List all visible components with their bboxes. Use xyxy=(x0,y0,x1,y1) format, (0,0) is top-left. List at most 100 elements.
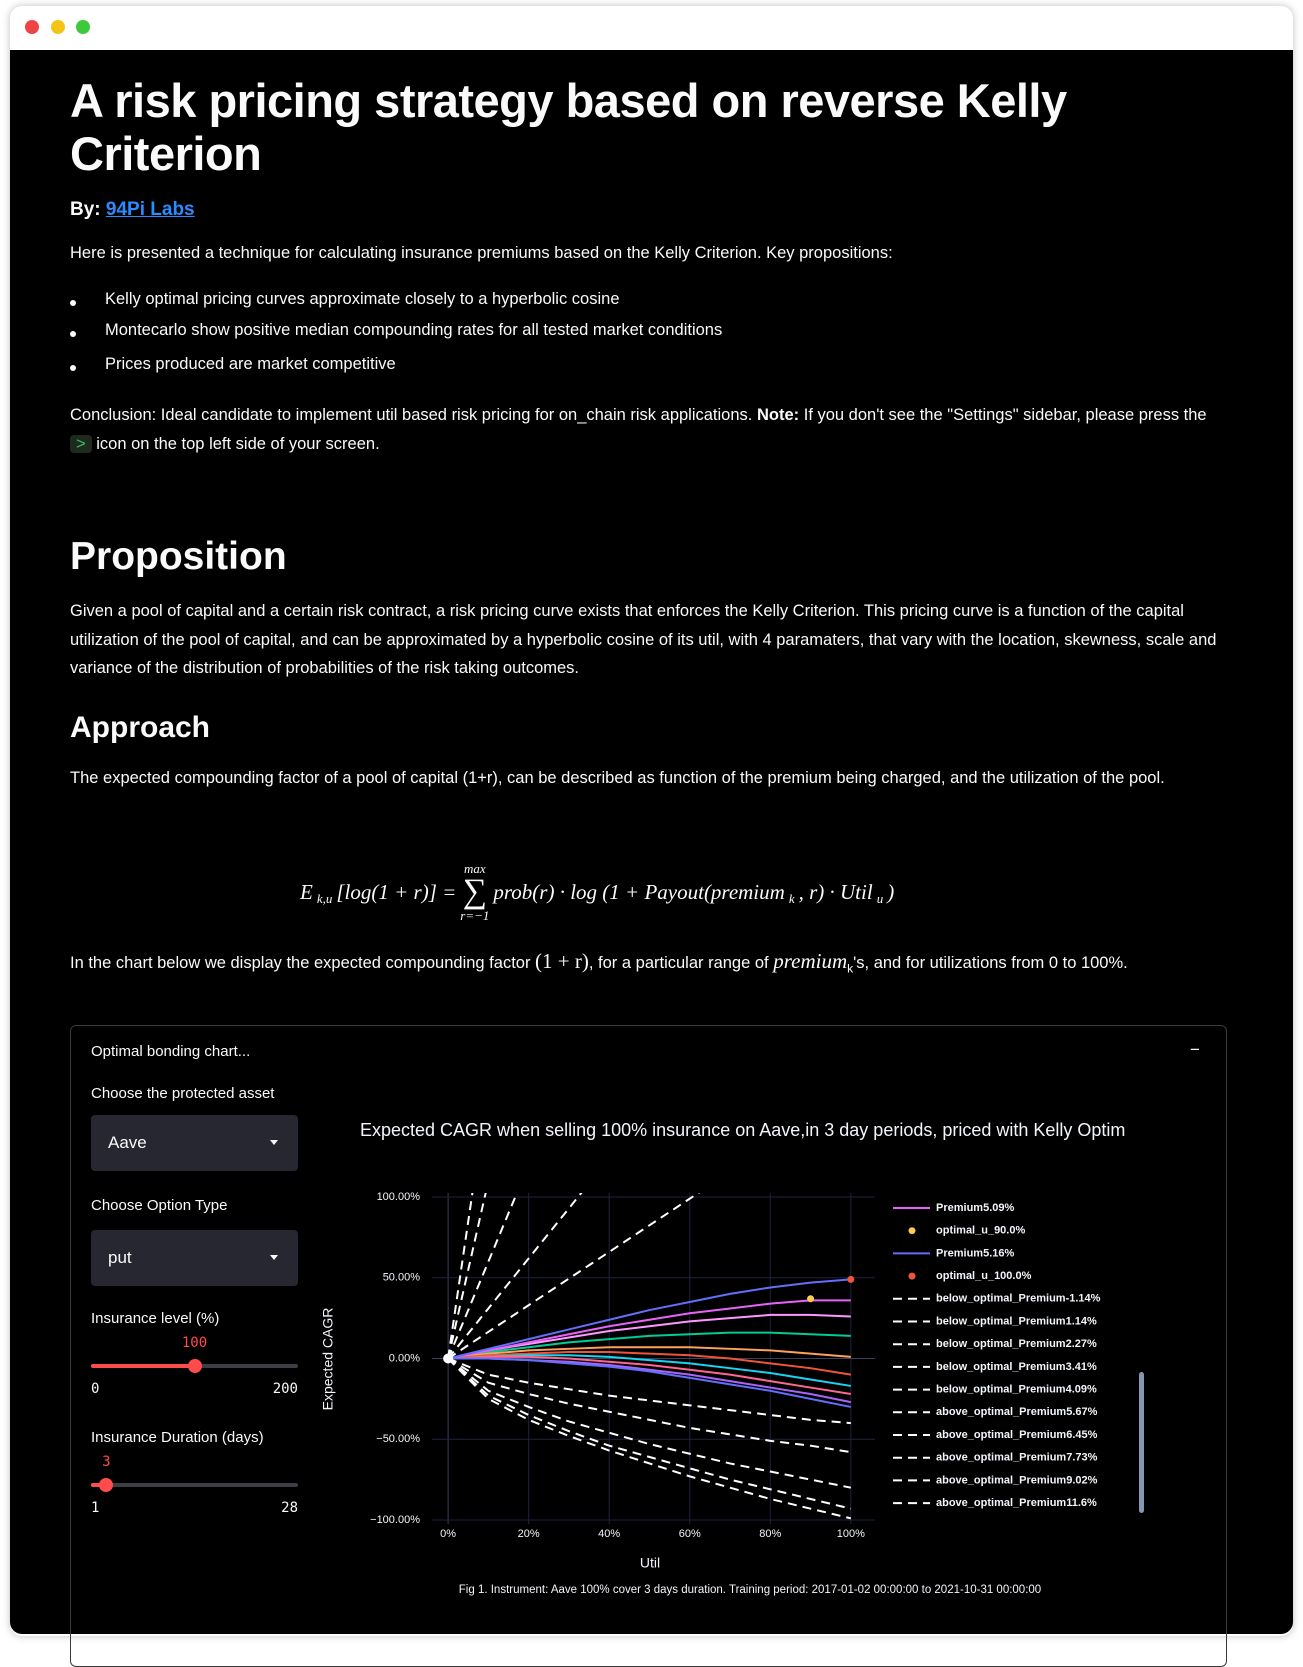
byline: By: 94Pi Labs xyxy=(70,199,195,221)
select-value: put xyxy=(108,1248,132,1267)
curve xyxy=(447,1278,851,1360)
text: , for a particular range of xyxy=(588,954,769,972)
sum: max ∑ r=−1 xyxy=(460,862,489,922)
legend-symbol xyxy=(908,1272,916,1280)
plot-area xyxy=(443,1193,855,1520)
legend-scrollbar[interactable] xyxy=(1139,1372,1144,1513)
curve xyxy=(447,1346,851,1360)
slider-max: 200 xyxy=(272,1381,298,1397)
slider-track xyxy=(91,1483,298,1487)
bullet xyxy=(70,365,76,371)
dashed-curve xyxy=(447,1193,487,1359)
x-axis-title: Util xyxy=(640,1555,660,1571)
text: 's, and for utilizations from 0 to 100%. xyxy=(853,954,1128,972)
legend-label: above_optimal_Premium9.02% xyxy=(936,1474,1098,1486)
minimize-dot[interactable] xyxy=(51,20,65,34)
chart-caption: Fig 1. Instrument: Aave 100% cover 3 day… xyxy=(459,1584,1041,1596)
conclusion-text: Conclusion: Ideal candidate to implement… xyxy=(70,406,753,424)
conclusion: Conclusion: Ideal candidate to implement… xyxy=(70,401,1220,458)
legend-label: below_optimal_Premium3.41% xyxy=(936,1361,1097,1373)
caret xyxy=(270,1140,278,1149)
slider-max: 28 xyxy=(281,1500,298,1516)
x-tick-label: 40% xyxy=(598,1528,620,1540)
slider-min: 1 xyxy=(91,1500,100,1516)
optimal-point xyxy=(807,1295,815,1303)
by-label: By: xyxy=(70,199,101,220)
slider-label: Insurance level (%) xyxy=(91,1310,220,1327)
asset-select[interactable]: Aave xyxy=(91,1115,298,1171)
note-text: If you don't see the "Settings" sidebar,… xyxy=(803,406,1207,424)
legend-label: below_optimal_Premium2.27% xyxy=(936,1338,1097,1350)
slider-fill xyxy=(91,1483,107,1487)
caret xyxy=(270,1255,278,1264)
slider-min: 0 xyxy=(91,1381,100,1397)
curve xyxy=(448,1354,851,1387)
legend-label: Premium5.09% xyxy=(936,1202,1014,1214)
dashed-curve xyxy=(447,1357,851,1454)
dashed-curve xyxy=(447,1193,583,1360)
slider-thumb[interactable] xyxy=(99,1478,114,1492)
proposition-text: Given a pool of capital and a certain ri… xyxy=(70,602,1217,677)
sum-top: max xyxy=(464,861,486,876)
legend-label: above_optimal_Premium6.45% xyxy=(936,1429,1098,1441)
formula-part: ) xyxy=(887,879,895,904)
select-value: Aave xyxy=(108,1133,147,1152)
dashed-curve xyxy=(447,1357,852,1510)
math-sub: k xyxy=(847,961,854,976)
legend-symbol xyxy=(908,1227,916,1235)
maximize-dot[interactable] xyxy=(76,20,90,34)
approach-text: The expected compounding factor of a poo… xyxy=(70,769,1165,787)
sidebar-icon: > xyxy=(70,434,92,453)
math: (1 + r) xyxy=(535,949,589,973)
y-tick-label: −50.00% xyxy=(376,1433,420,1445)
legend-label: below_optimal_Premium-1.14% xyxy=(936,1293,1101,1305)
legend-label: below_optimal_Premium4.09% xyxy=(936,1384,1097,1396)
formula-sub: k,u xyxy=(316,891,333,906)
expander-title[interactable]: Optimal bonding chart... xyxy=(91,1043,251,1060)
dashed-curve xyxy=(447,1357,852,1489)
dashed-curve xyxy=(447,1193,474,1359)
option-select[interactable]: put xyxy=(91,1230,298,1286)
bullet-text: Kelly optimal pricing curves approximate… xyxy=(105,290,620,308)
collapse-button[interactable]: − xyxy=(1190,1040,1200,1059)
chart-title: Expected CAGR when selling 100% insuranc… xyxy=(360,1120,1125,1140)
close-dot[interactable] xyxy=(25,20,39,34)
select-label: Choose Option Type xyxy=(91,1197,228,1214)
note-label: Note: xyxy=(756,406,800,424)
formula-part: E xyxy=(300,879,313,904)
curve xyxy=(447,1331,851,1360)
sum-bottom: r=−1 xyxy=(460,908,490,923)
y-axis-title: Expected CAGR xyxy=(320,1308,336,1411)
y-tick-label: 50.00% xyxy=(383,1272,421,1284)
slider-label: Insurance Duration (days) xyxy=(91,1429,264,1446)
intro: Here is presented a technique for calcul… xyxy=(70,244,893,262)
dashed-curve xyxy=(447,1193,518,1359)
section-heading: Proposition xyxy=(70,535,287,578)
bullet-text: Montecarlo show positive median compound… xyxy=(105,321,723,339)
x-tick-label: 80% xyxy=(759,1528,781,1540)
page-title: A risk pricing strategy based on reverse… xyxy=(70,74,1067,180)
bullet xyxy=(70,331,76,337)
curve xyxy=(447,1313,851,1360)
x-tick-label: 60% xyxy=(679,1528,701,1540)
slider-fill xyxy=(91,1364,195,1368)
bullet-text: Prices produced are market competitive xyxy=(105,355,396,373)
optimal-point xyxy=(847,1275,855,1283)
y-tick-label: −100.00% xyxy=(370,1514,420,1526)
x-tick-label: 20% xyxy=(518,1528,540,1540)
formula-part: , r) · Util xyxy=(798,879,873,904)
legend-label: above_optimal_Premium7.73% xyxy=(936,1452,1098,1464)
chart-intro: In the chart below we display the expect… xyxy=(70,947,1220,983)
formula-sub: u xyxy=(876,891,884,906)
author-link[interactable]: 94Pi Labs xyxy=(105,199,195,220)
dashed-curve xyxy=(447,1193,701,1360)
text: In the chart below we display the expect… xyxy=(70,954,531,972)
x-tick-label: 0% xyxy=(440,1528,456,1540)
slider-thumb[interactable] xyxy=(187,1359,202,1373)
curve xyxy=(448,1357,852,1408)
legend-label: above_optimal_Premium5.67% xyxy=(936,1406,1098,1418)
section-heading: Approach xyxy=(70,711,211,744)
formula-part: prob(r) · log (1 + Payout(premium xyxy=(493,879,785,904)
